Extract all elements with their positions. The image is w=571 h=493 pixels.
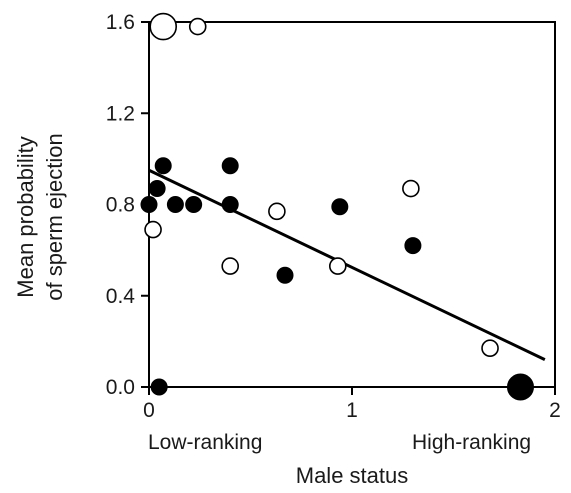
filled-data-point bbox=[148, 180, 166, 198]
filled-data-point bbox=[506, 373, 534, 401]
y-tick-label: 0.4 bbox=[106, 285, 136, 308]
open-data-point bbox=[149, 12, 178, 41]
open-data-point bbox=[144, 220, 162, 239]
x-tick-label: 0 bbox=[143, 399, 155, 422]
x-annotation-high-ranking: High-ranking bbox=[412, 431, 531, 454]
x-annotation-low-ranking: Low-ranking bbox=[148, 431, 262, 454]
y-axis-title-line-2: of sperm ejection bbox=[42, 133, 67, 301]
x-tick-label: 2 bbox=[549, 399, 561, 422]
filled-data-point bbox=[150, 378, 168, 396]
open-data-point bbox=[402, 179, 420, 198]
y-axis-title: Mean probability of sperm ejection bbox=[13, 133, 67, 301]
x-axis-ticks: 0 1 2 bbox=[143, 387, 561, 422]
filled-data-point bbox=[154, 157, 172, 175]
filled-data-point bbox=[166, 196, 184, 213]
filled-data-point bbox=[221, 157, 239, 175]
x-axis-title: Male status bbox=[296, 463, 409, 488]
plot-frame bbox=[148, 21, 556, 388]
filled-data-point bbox=[276, 266, 294, 284]
open-data-point bbox=[481, 339, 499, 358]
y-tick-label: 1.2 bbox=[106, 102, 135, 125]
y-axis-title-line-1: Mean probability bbox=[13, 136, 38, 297]
filled-data-point bbox=[404, 237, 422, 255]
y-tick-label: 1.6 bbox=[106, 11, 135, 34]
data-points bbox=[140, 12, 534, 401]
filled-data-point bbox=[221, 196, 239, 213]
open-data-point bbox=[188, 17, 207, 36]
x-tick-label: 1 bbox=[346, 399, 358, 422]
open-data-point bbox=[221, 257, 239, 275]
regression-line bbox=[148, 168, 546, 361]
filled-data-point bbox=[331, 198, 349, 216]
y-axis-ticks: 0.0 0.4 0.8 1.2 1.6 bbox=[106, 11, 149, 399]
open-data-point bbox=[268, 202, 286, 221]
open-data-point bbox=[328, 257, 347, 275]
filled-data-point bbox=[140, 196, 158, 213]
filled-data-point bbox=[185, 196, 203, 213]
y-tick-label: 0.8 bbox=[106, 194, 135, 217]
y-tick-label: 0.0 bbox=[106, 376, 135, 399]
